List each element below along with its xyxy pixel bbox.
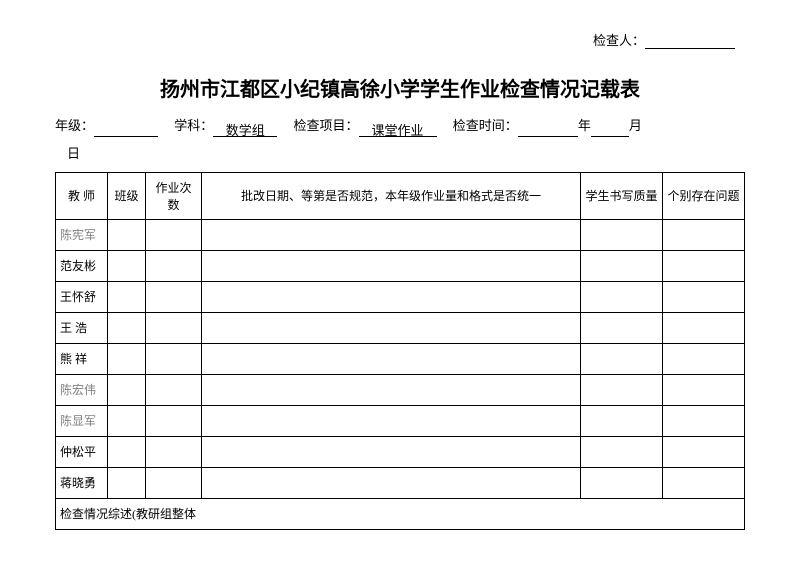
table-row: 蒋晓勇 [56,467,745,498]
teacher-name-cell: 陈宏伟 [56,374,108,405]
day-unit: 日 [67,146,80,161]
h-norm: 批改日期、等第是否规范，本年级作业量和格式是否统一 [202,172,581,219]
h-class: 班级 [108,172,146,219]
page: 检查人： 扬州市江都区小纪镇高徐小学学生作业检查情况记载表 年级： 学科：数学组… [0,0,800,530]
meta-row: 年级： 学科：数学组 检查项目：课堂作业 检查时间： 年 月 [55,116,745,137]
table-row: 陈宪军 [56,219,745,250]
table-row: 范友彬 [56,250,745,281]
empty-cell [146,281,202,312]
empty-cell [202,405,581,436]
empty-cell [202,374,581,405]
teacher-name-cell: 仲松平 [56,436,108,467]
inspector-label: 检查人： [593,33,645,48]
teacher-name-cell: 熊 祥 [56,343,108,374]
empty-cell [663,343,745,374]
h-count: 作业次数 [146,172,202,219]
empty-cell [146,374,202,405]
summary-empty [202,498,745,529]
table-body: 陈宪军范友彬王怀舒王 浩熊 祥陈宏伟陈显军仲松平蒋晓勇检查情况综述(教研组整体 [56,219,745,529]
empty-cell [202,281,581,312]
item-value: 课堂作业 [359,121,437,137]
empty-cell [663,312,745,343]
empty-cell [146,312,202,343]
h-teacher: 教 师 [56,172,108,219]
subject-label: 学科： [174,118,213,133]
teacher-name-cell: 蒋晓勇 [56,467,108,498]
inspector-blank [645,34,735,49]
teacher-name-cell: 王 浩 [56,312,108,343]
empty-cell [146,405,202,436]
empty-cell [581,343,663,374]
grade-blank [94,121,158,137]
empty-cell [108,343,146,374]
empty-cell [581,281,663,312]
empty-cell [108,405,146,436]
teacher-name-cell: 王怀舒 [56,281,108,312]
h-quality: 学生书写质量 [581,172,663,219]
empty-cell [581,405,663,436]
empty-cell [202,250,581,281]
empty-cell [581,219,663,250]
teacher-name-cell: 陈显军 [56,405,108,436]
main-table: 教 师 班级 作业次数 批改日期、等第是否规范，本年级作业量和格式是否统一 学生… [55,172,745,530]
empty-cell [663,436,745,467]
empty-cell [581,250,663,281]
header-row: 教 师 班级 作业次数 批改日期、等第是否规范，本年级作业量和格式是否统一 学生… [56,172,745,219]
month-unit: 月 [629,118,642,133]
empty-cell [663,467,745,498]
empty-cell [146,219,202,250]
year-blank [518,121,578,137]
empty-cell [108,467,146,498]
empty-cell [202,343,581,374]
table-row: 陈显军 [56,405,745,436]
table-row: 王 浩 [56,312,745,343]
item-label: 检查项目： [294,118,359,133]
time-label: 检查时间： [453,118,518,133]
empty-cell [581,312,663,343]
h-issue: 个别存在问题 [663,172,745,219]
year-unit: 年 [578,118,591,133]
teacher-name-cell: 范友彬 [56,250,108,281]
empty-cell [663,281,745,312]
empty-cell [663,374,745,405]
empty-cell [108,281,146,312]
empty-cell [108,312,146,343]
empty-cell [146,343,202,374]
empty-cell [202,436,581,467]
empty-cell [581,467,663,498]
empty-cell [202,219,581,250]
month-blank [591,121,629,137]
grade-label: 年级： [55,118,94,133]
teacher-name-cell: 陈宪军 [56,219,108,250]
table-row: 王怀舒 [56,281,745,312]
empty-cell [108,250,146,281]
summary-row: 检查情况综述(教研组整体 [56,498,745,529]
empty-cell [146,250,202,281]
table-row: 陈宏伟 [56,374,745,405]
empty-cell [146,467,202,498]
day-row: 日 [67,143,745,162]
inspector-line: 检查人： [55,30,745,49]
empty-cell [663,219,745,250]
empty-cell [202,467,581,498]
empty-cell [108,374,146,405]
empty-cell [108,219,146,250]
table-row: 仲松平 [56,436,745,467]
empty-cell [581,374,663,405]
table-row: 熊 祥 [56,343,745,374]
empty-cell [663,250,745,281]
empty-cell [108,436,146,467]
subject-value: 数学组 [213,121,277,137]
summary-label-cell: 检查情况综述(教研组整体 [56,498,202,529]
empty-cell [663,405,745,436]
page-title: 扬州市江都区小纪镇高徐小学学生作业检查情况记载表 [55,73,745,102]
empty-cell [202,312,581,343]
empty-cell [146,436,202,467]
empty-cell [581,436,663,467]
